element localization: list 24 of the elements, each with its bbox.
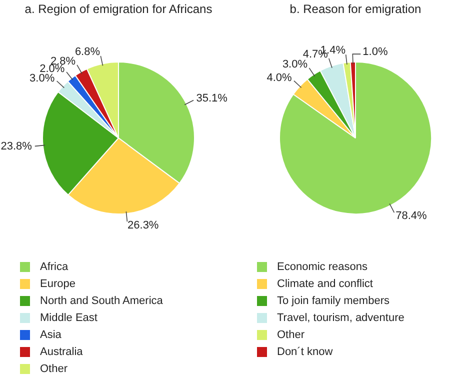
legend-label: Middle East [40, 312, 98, 324]
data-label: 6.8% [74, 46, 100, 58]
legend-label: Asia [40, 328, 62, 340]
data-label: 23.8% [0, 140, 32, 153]
legend-label: North and South America [40, 294, 163, 306]
data-label: 3.0% [30, 72, 55, 84]
legend-label: Economic reasons [277, 260, 368, 272]
legend-label: Africa [40, 260, 68, 272]
data-label: 26.3% [128, 220, 159, 232]
chart-title: b. Reason for emigration [288, 1, 422, 18]
legend-label: Climate and conflict [277, 278, 373, 290]
data-label: 3.0% [282, 58, 308, 71]
legend-label: Don´t know [277, 346, 333, 358]
legend-label: Travel, tourism, adventure [277, 312, 404, 324]
legend-label: Europe [40, 278, 76, 290]
data-label: 78.4% [396, 210, 427, 222]
legend-label: Other [40, 362, 68, 374]
data-label: 35.1% [196, 92, 228, 104]
data-label: 4.0% [266, 72, 292, 84]
legend-label: To join family members [277, 294, 390, 306]
legend-label: Other [277, 328, 305, 340]
legend-label: Australia [40, 346, 83, 358]
chart-title: a. Region of emigration for Africans [24, 1, 214, 18]
data-label: 1.0% [362, 46, 388, 58]
